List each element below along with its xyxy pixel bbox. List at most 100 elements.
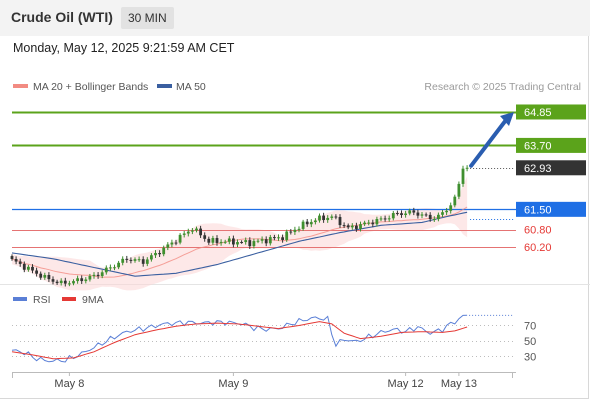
candle-body bbox=[400, 213, 403, 216]
candle-body bbox=[252, 241, 256, 247]
candle-body bbox=[10, 256, 14, 259]
candle-body bbox=[166, 244, 170, 248]
candle-body bbox=[289, 231, 293, 233]
candle-body bbox=[404, 213, 407, 216]
candle-body bbox=[432, 219, 436, 221]
candle-body bbox=[391, 213, 395, 219]
ma50-legend-swatch bbox=[157, 84, 172, 88]
candle-body bbox=[186, 231, 190, 234]
candle-body bbox=[27, 266, 30, 270]
rsi-legend-swatch bbox=[13, 297, 27, 301]
candle-body bbox=[375, 219, 379, 225]
candle-body bbox=[293, 229, 297, 233]
watermark: Research © 2025 Trading Central bbox=[424, 81, 581, 93]
candle-body bbox=[195, 228, 198, 231]
ma20-legend-label: MA 20 + Bollinger Bands bbox=[33, 81, 148, 93]
candle-body bbox=[121, 258, 125, 263]
candle-body bbox=[55, 281, 59, 284]
candle-body bbox=[309, 222, 313, 225]
candle-body bbox=[145, 259, 149, 264]
x-tick-label: May 13 bbox=[441, 378, 477, 390]
candle-body bbox=[59, 280, 63, 284]
candle-body bbox=[178, 234, 182, 243]
candle-body bbox=[96, 274, 100, 277]
candle-body bbox=[80, 278, 84, 282]
rsi-ma-legend-swatch bbox=[62, 297, 76, 301]
candle-body bbox=[199, 228, 202, 236]
candle-body bbox=[215, 238, 219, 243]
candle-body bbox=[465, 167, 469, 169]
candle-body bbox=[68, 283, 71, 285]
candle-body bbox=[383, 218, 387, 220]
pivot-label-box bbox=[516, 201, 586, 217]
ma50-line bbox=[11, 211, 468, 277]
candle-body bbox=[88, 276, 92, 280]
candle-body bbox=[129, 259, 133, 261]
candle-body bbox=[437, 214, 440, 220]
candle-body bbox=[109, 267, 112, 269]
candle-body bbox=[18, 261, 22, 264]
resistance-label-box bbox=[516, 137, 586, 153]
candle-body bbox=[141, 259, 145, 264]
candle-body bbox=[387, 218, 391, 220]
candle-body bbox=[281, 237, 284, 240]
candle-body bbox=[396, 213, 399, 215]
candle-body bbox=[240, 242, 243, 244]
candle-body bbox=[449, 205, 453, 211]
candle-body bbox=[47, 274, 51, 280]
candle-body bbox=[453, 196, 457, 206]
candle-body bbox=[35, 270, 38, 274]
candle-body bbox=[326, 217, 330, 221]
candle-body bbox=[100, 272, 104, 277]
candle-body bbox=[346, 225, 350, 228]
x-tick-label: May 9 bbox=[218, 378, 248, 390]
candle-body bbox=[408, 210, 412, 214]
candle-body bbox=[76, 278, 79, 282]
candle-body bbox=[268, 237, 272, 244]
timeframe-button[interactable]: 30 MIN bbox=[121, 7, 174, 29]
candle-body bbox=[260, 239, 264, 241]
candle-body bbox=[211, 238, 215, 243]
support-label: 60.80 bbox=[524, 225, 552, 237]
candle-body bbox=[297, 228, 301, 230]
candle-body bbox=[133, 259, 137, 261]
candle-body bbox=[84, 279, 88, 282]
candle-body bbox=[223, 241, 227, 243]
candle-body bbox=[273, 237, 276, 239]
candle-body bbox=[22, 263, 26, 270]
candle-body bbox=[137, 259, 141, 261]
ma20-legend-swatch bbox=[13, 84, 28, 88]
candle-body bbox=[248, 240, 252, 247]
candle-body bbox=[338, 216, 342, 226]
candle-body bbox=[441, 212, 444, 215]
candle-body bbox=[367, 222, 371, 224]
support-label: 60.20 bbox=[524, 242, 552, 254]
candle-body bbox=[412, 210, 416, 213]
candle-body bbox=[154, 253, 157, 256]
x-tick-label: May 12 bbox=[388, 378, 424, 390]
candle-body bbox=[92, 274, 96, 277]
ma50-legend-label: MA 50 bbox=[176, 81, 206, 93]
candle-body bbox=[72, 281, 75, 284]
candle-body bbox=[182, 233, 186, 235]
candle-body bbox=[14, 258, 18, 262]
candle-body bbox=[322, 215, 325, 221]
candle-body bbox=[301, 221, 305, 229]
rsi-tick-label: 50 bbox=[524, 336, 536, 348]
resistance-label: 63.70 bbox=[524, 140, 552, 152]
rsi-ma-legend-label: 9MA bbox=[82, 294, 104, 306]
candle-body bbox=[305, 221, 309, 225]
candle-body bbox=[428, 214, 432, 220]
pivot-label: 61.50 bbox=[524, 204, 552, 216]
last-label-box bbox=[516, 160, 586, 176]
rsi-ma-line bbox=[11, 321, 468, 360]
forecast-arrow-head bbox=[500, 111, 514, 126]
candle-body bbox=[342, 225, 346, 227]
candle-body bbox=[424, 214, 428, 216]
candle-body bbox=[125, 258, 129, 260]
candle-body bbox=[355, 225, 358, 229]
candle-body bbox=[162, 247, 166, 255]
candle-body bbox=[244, 240, 248, 243]
